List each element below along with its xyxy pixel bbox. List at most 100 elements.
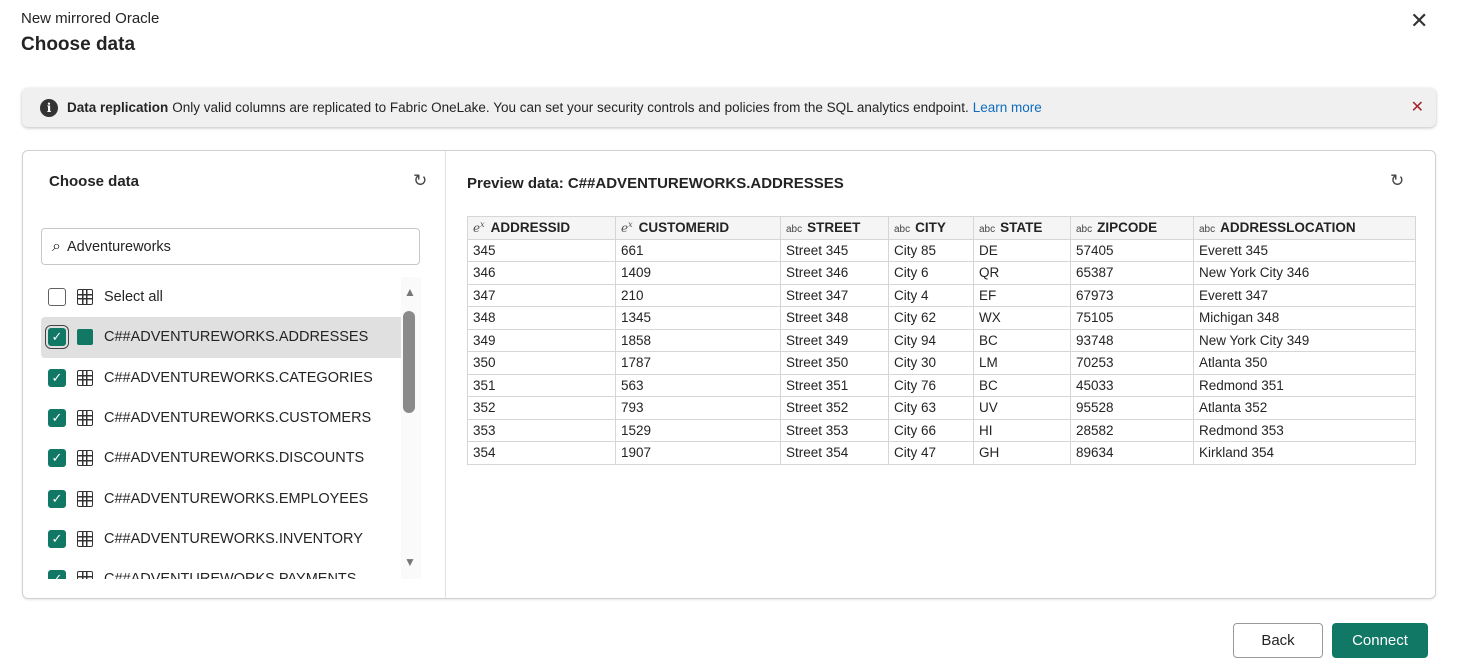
table-icon	[77, 450, 93, 467]
column-name: STATE	[1000, 220, 1043, 236]
connect-button[interactable]: Connect	[1332, 623, 1428, 658]
table-cell: 352	[467, 396, 616, 420]
table-cell: Street 354	[780, 441, 889, 465]
table-cell: City 94	[888, 328, 974, 352]
table-cell: DE	[973, 238, 1071, 262]
table-list-item[interactable]: ✓ C##ADVENTUREWORKS.CUSTOMERS	[41, 398, 421, 438]
table-cell: 45033	[1070, 373, 1194, 397]
scroll-up-icon[interactable]: ▲	[404, 285, 416, 299]
table-list-item[interactable]: ✓ C##ADVENTUREWORKS.ADDRESSES	[41, 317, 421, 358]
table-cell: 661	[615, 238, 781, 262]
dialog-title: Choose data	[21, 34, 136, 55]
table-cell: 70253	[1070, 351, 1194, 375]
preview-table: ex ADDRESSID ex CUSTOMERID abc STREET abc CITY a…	[467, 216, 1416, 465]
table-cell: 28582	[1070, 418, 1194, 442]
table-cell: 349	[467, 328, 616, 352]
table-row: 352 793 Street 352 City 63 UV 95528 Atlanta 35…	[467, 396, 1416, 420]
table-name: C##ADVENTUREWORKS.INVENTORY	[104, 530, 363, 547]
table-cell: EF	[973, 283, 1071, 307]
table-cell: City 47	[888, 441, 974, 465]
table-row: 354 1907 Street 354 City 47 GH 89634 Kirkland …	[467, 441, 1416, 465]
table-cell: Kirkland 354	[1193, 441, 1416, 465]
checkbox[interactable]: ✓	[48, 449, 66, 468]
table-icon	[77, 329, 93, 346]
table-cell: City 76	[888, 373, 974, 397]
table-cell: 65387	[1070, 261, 1194, 285]
table-cell: Redmond 351	[1193, 373, 1416, 397]
table-cell: 1787	[615, 351, 781, 375]
table-name: C##ADVENTUREWORKS.ADDRESSES	[104, 329, 369, 346]
table-cell: 210	[615, 283, 781, 307]
table-list-item[interactable]: ✓ C##ADVENTUREWORKS.INVENTORY	[41, 519, 421, 559]
table-cell: Redmond 353	[1193, 418, 1416, 442]
table-row: 346 1409 Street 346 City 6 QR 65387 New York C…	[467, 261, 1416, 285]
text-type-icon: abc	[979, 224, 996, 236]
text-type-icon: abc	[1199, 224, 1216, 236]
scrollbar-thumb[interactable]	[403, 311, 415, 413]
table-list-item[interactable]: ✓ C##ADVENTUREWORKS.EMPLOYEES	[41, 478, 421, 518]
table-cell: Street 348	[780, 306, 889, 330]
table-cell: LM	[973, 351, 1071, 375]
close-icon[interactable]: ✕	[1410, 8, 1429, 33]
table-cell: 67973	[1070, 283, 1194, 307]
scrollbar[interactable]: ▲ ▼	[401, 277, 421, 579]
refresh-preview-icon[interactable]: ↻	[1390, 171, 1405, 190]
table-icon	[77, 410, 93, 427]
table-cell: 351	[467, 373, 616, 397]
table-cell: City 85	[888, 238, 974, 262]
table-cell: BC	[973, 328, 1071, 352]
column-header: ex CUSTOMERID	[615, 216, 781, 240]
table-cell: City 63	[888, 396, 974, 420]
column-header: abc ZIPCODE	[1070, 216, 1194, 240]
column-name: ADDRESSLOCATION	[1220, 220, 1356, 236]
table-list-item[interactable]: ✓ C##ADVENTUREWORKS.PAYMENTS	[41, 559, 421, 579]
table-icon	[77, 490, 93, 507]
checkbox[interactable]	[48, 288, 66, 307]
scroll-down-icon[interactable]: ▼	[404, 555, 416, 569]
learn-more-link[interactable]: Learn more	[972, 100, 1042, 115]
column-name: ZIPCODE	[1097, 220, 1158, 236]
checkbox[interactable]: ✓	[45, 325, 69, 350]
checkbox[interactable]: ✓	[48, 489, 66, 508]
table-list-item[interactable]: ✓ C##ADVENTUREWORKS.CATEGORIES	[41, 358, 421, 398]
table-row: 347 210 Street 347 City 4 EF 67973 Everett 347	[467, 283, 1416, 307]
table-cell: New York City 349	[1193, 328, 1416, 352]
picker-title: Choose data	[49, 173, 140, 190]
table-cell: Atlanta 352	[1193, 396, 1416, 420]
table-cell: Street 347	[780, 283, 889, 307]
search-input[interactable]: ⌕ Adventureworks	[41, 228, 420, 265]
choose-data-panel: Choose data ↻ ⌕ Adventureworks Select al…	[22, 150, 1436, 599]
column-name: ADDRESSID	[490, 220, 571, 236]
table-cell: Everett 347	[1193, 283, 1416, 307]
table-name: C##ADVENTUREWORKS.CATEGORIES	[104, 369, 373, 386]
checkbox[interactable]: ✓	[48, 409, 66, 428]
table-cell: 347	[467, 283, 616, 307]
select-all-item[interactable]: Select all	[41, 277, 421, 317]
table-row: 350 1787 Street 350 City 30 LM 70253 Atlanta 3…	[467, 351, 1416, 375]
text-type-icon: abc	[894, 224, 911, 236]
table-name: C##ADVENTUREWORKS.PAYMENTS	[104, 571, 356, 579]
table-row: 349 1858 Street 349 City 94 BC 93748 New York …	[467, 328, 1416, 352]
refresh-icon[interactable]: ↻	[413, 171, 428, 190]
column-header: abc CITY	[888, 216, 974, 240]
column-header: ex ADDRESSID	[467, 216, 616, 240]
table-cell: BC	[973, 373, 1071, 397]
table-cell: 354	[467, 441, 616, 465]
back-button[interactable]: Back	[1233, 623, 1323, 658]
table-row: 351 563 Street 351 City 76 BC 45033 Redmond 35…	[467, 373, 1416, 397]
checkbox[interactable]: ✓	[48, 570, 66, 579]
table-cell: Street 349	[780, 328, 889, 352]
table-list-item[interactable]: ✓ C##ADVENTUREWORKS.DISCOUNTS	[41, 438, 421, 478]
table-cell: Everett 345	[1193, 238, 1416, 262]
checkbox[interactable]: ✓	[48, 368, 66, 387]
text-type-icon: abc	[786, 224, 803, 236]
column-header: abc ADDRESSLOCATION	[1193, 216, 1416, 240]
table-cell: 793	[615, 396, 781, 420]
checkbox[interactable]: ✓	[48, 529, 66, 548]
table-name: C##ADVENTUREWORKS.EMPLOYEES	[104, 490, 369, 507]
dismiss-banner-icon[interactable]: ✕	[1410, 99, 1424, 116]
table-cell: City 6	[888, 261, 974, 285]
table-cell: GH	[973, 441, 1071, 465]
table-cell: 57405	[1070, 238, 1194, 262]
column-name: STREET	[807, 220, 861, 236]
